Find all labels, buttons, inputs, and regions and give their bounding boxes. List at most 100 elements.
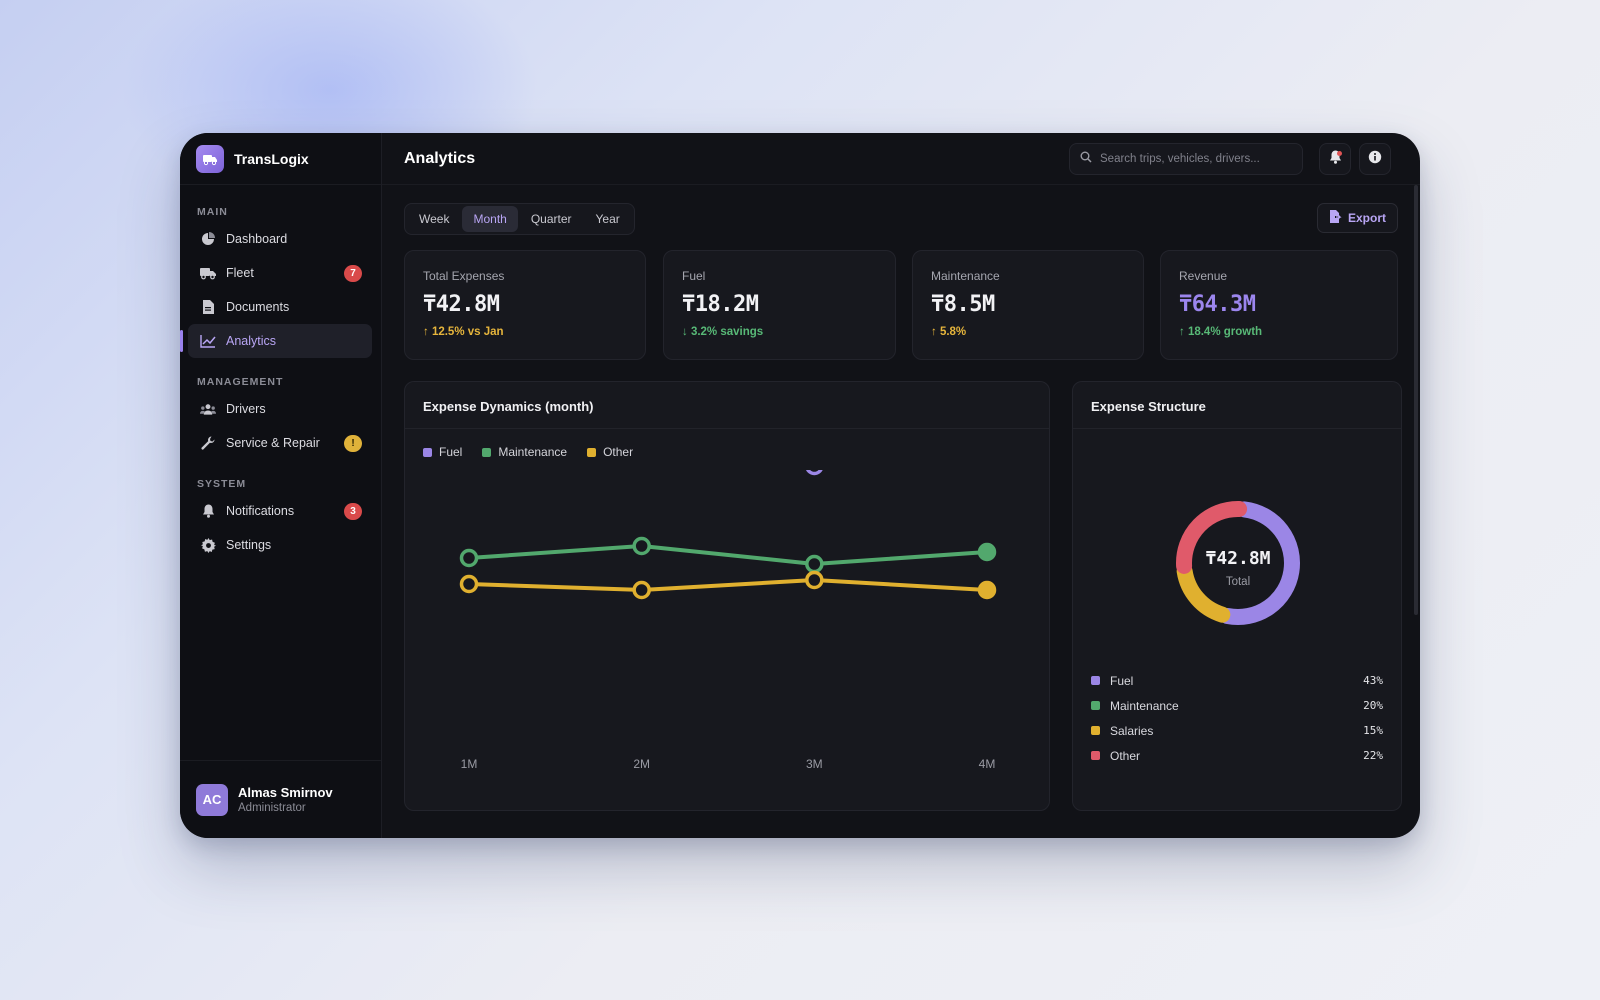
user-profile[interactable]: AC Almas Smirnov Administrator: [180, 760, 381, 838]
user-role: Administrator: [238, 802, 306, 814]
kpi-cards: Total Expenses ₸42.8M ↑ 12.5% vs Jan Fue…: [404, 250, 1398, 360]
legend-item-other[interactable]: Other: [587, 445, 633, 459]
tab-month[interactable]: Month: [462, 206, 518, 232]
data-point[interactable]: [632, 536, 651, 556]
kpi-delta: ↑ 5.8%: [931, 326, 967, 338]
sidebar-item-label: Drivers: [226, 402, 266, 416]
line-chart-legend: Fuel Maintenance Other: [405, 429, 1049, 459]
fleet-badge: 7: [344, 265, 362, 282]
kpi-card-revenue: Revenue ₸64.3M ↑ 18.4% growth: [1160, 250, 1398, 360]
expense-line-chart: 1M 2M 3M 4M: [459, 470, 997, 771]
info-button[interactable]: [1359, 143, 1391, 175]
section-label-management: MANAGEMENT: [197, 376, 284, 388]
data-point[interactable]: [459, 574, 479, 594]
sidebar-item-drivers[interactable]: Drivers: [188, 392, 372, 426]
user-name: Almas Smirnov: [238, 785, 333, 800]
kpi-label: Fuel: [682, 269, 706, 283]
kpi-label: Revenue: [1179, 269, 1228, 283]
structure-label: Fuel: [1110, 673, 1134, 688]
avatar: AC: [196, 783, 228, 816]
search-input[interactable]: [1100, 153, 1290, 165]
legend-swatch: [1091, 751, 1100, 760]
structure-row-fuel: Fuel 43%: [1091, 668, 1383, 693]
x-tick-label: 2M: [633, 757, 650, 771]
kpi-delta: ↓ 3.2% savings: [682, 326, 764, 338]
x-tick-label: 1M: [461, 757, 478, 771]
notifications-button[interactable]: [1319, 143, 1351, 175]
kpi-label: Maintenance: [931, 269, 1000, 283]
search-box[interactable]: [1069, 143, 1303, 175]
sidebar-item-label: Documents: [226, 300, 290, 314]
wrench-icon: [200, 435, 216, 451]
period-tabs: Week Month Quarter Year: [404, 203, 635, 235]
sidebar-item-service-repair[interactable]: Service & Repair !: [188, 426, 372, 460]
tab-quarter[interactable]: Quarter: [530, 212, 572, 226]
pie-icon: [200, 231, 216, 247]
export-icon: [1329, 210, 1342, 226]
legend-swatch: [1091, 701, 1100, 710]
brand-name: TransLogix: [234, 150, 309, 167]
legend-swatch: [587, 447, 597, 457]
sidebar-item-settings[interactable]: Settings: [188, 528, 372, 562]
sidebar-item-notifications[interactable]: Notifications 3: [188, 494, 372, 528]
legend-swatch: [482, 447, 492, 457]
expense-structure-panel: Expense Structure ₸42.8M Total Fuel 43% M…: [1072, 381, 1402, 811]
service-badge: !: [344, 435, 362, 452]
data-point[interactable]: [805, 470, 823, 476]
notification-dot: [1337, 151, 1342, 156]
structure-percent: 20%: [1363, 699, 1383, 712]
data-point[interactable]: [805, 570, 824, 590]
expense-dynamics-title: Expense Dynamics (month): [405, 382, 1049, 429]
kpi-delta: ↑ 12.5% vs Jan: [423, 326, 504, 338]
section-label-system: SYSTEM: [197, 478, 247, 490]
structure-label: Salaries: [1110, 723, 1154, 738]
search-icon: [1080, 150, 1092, 168]
sidebar-item-fleet[interactable]: Fleet 7: [188, 256, 372, 290]
gear-icon: [200, 537, 216, 553]
sidebar-item-label: Notifications: [226, 504, 295, 518]
sidebar-item-label: Analytics: [226, 334, 277, 348]
donut-slice-fuel[interactable]: [1219, 501, 1300, 625]
tab-year[interactable]: Year: [595, 212, 620, 226]
legend-label: Fuel: [439, 445, 463, 459]
kpi-card-fuel: Fuel ₸18.2M ↓ 3.2% savings: [663, 250, 896, 360]
data-point[interactable]: [977, 580, 997, 600]
structure-percent: 43%: [1363, 674, 1383, 687]
legend-item-maintenance[interactable]: Maintenance: [482, 445, 567, 459]
scrollbar[interactable]: [1414, 185, 1418, 615]
app-window: TransLogix MAIN Dashboard Fleet 7 Docume…: [180, 133, 1420, 838]
donut-slice-salaries[interactable]: [1176, 563, 1231, 623]
sidebar-item-documents[interactable]: Documents: [188, 290, 372, 324]
sidebar-item-dashboard[interactable]: Dashboard: [188, 222, 372, 256]
kpi-delta: ↑ 18.4% growth: [1179, 326, 1263, 338]
kpi-value: ₸42.8M: [423, 292, 500, 317]
export-label: Export: [1347, 211, 1386, 225]
truck-logo-icon: [196, 144, 224, 173]
data-point[interactable]: [632, 580, 651, 600]
structure-row-other: Other 22%: [1091, 743, 1383, 768]
kpi-value: ₸64.3M: [1179, 292, 1256, 317]
users-icon: [200, 401, 216, 417]
sidebar-item-label: Service & Repair: [226, 436, 320, 450]
expense-structure-title: Expense Structure: [1073, 382, 1401, 429]
donut-center-value: ₸42.8M: [1205, 548, 1270, 569]
sidebar: TransLogix MAIN Dashboard Fleet 7 Docume…: [180, 133, 382, 838]
sidebar-item-analytics[interactable]: Analytics: [180, 324, 372, 358]
legend-item-fuel[interactable]: Fuel: [423, 445, 462, 459]
expense-structure-list: Fuel 43% Maintenance 20% Salaries 15% Ot…: [1091, 668, 1383, 768]
donut-slice-other[interactable]: [1176, 501, 1248, 574]
export-button[interactable]: Export: [1316, 203, 1398, 233]
kpi-label: Total Expenses: [423, 269, 505, 283]
data-point[interactable]: [459, 548, 479, 568]
brand[interactable]: TransLogix: [180, 133, 381, 185]
section-label-main: MAIN: [197, 206, 228, 218]
sidebar-item-label: Dashboard: [226, 232, 288, 246]
tab-week[interactable]: Week: [419, 212, 450, 226]
legend-swatch: [1091, 676, 1100, 685]
data-point[interactable]: [805, 554, 824, 574]
info-icon: [1368, 150, 1382, 169]
truck-icon: [200, 265, 216, 281]
legend-label: Maintenance: [498, 445, 568, 459]
notifications-badge: 3: [344, 503, 362, 520]
data-point[interactable]: [977, 542, 997, 562]
